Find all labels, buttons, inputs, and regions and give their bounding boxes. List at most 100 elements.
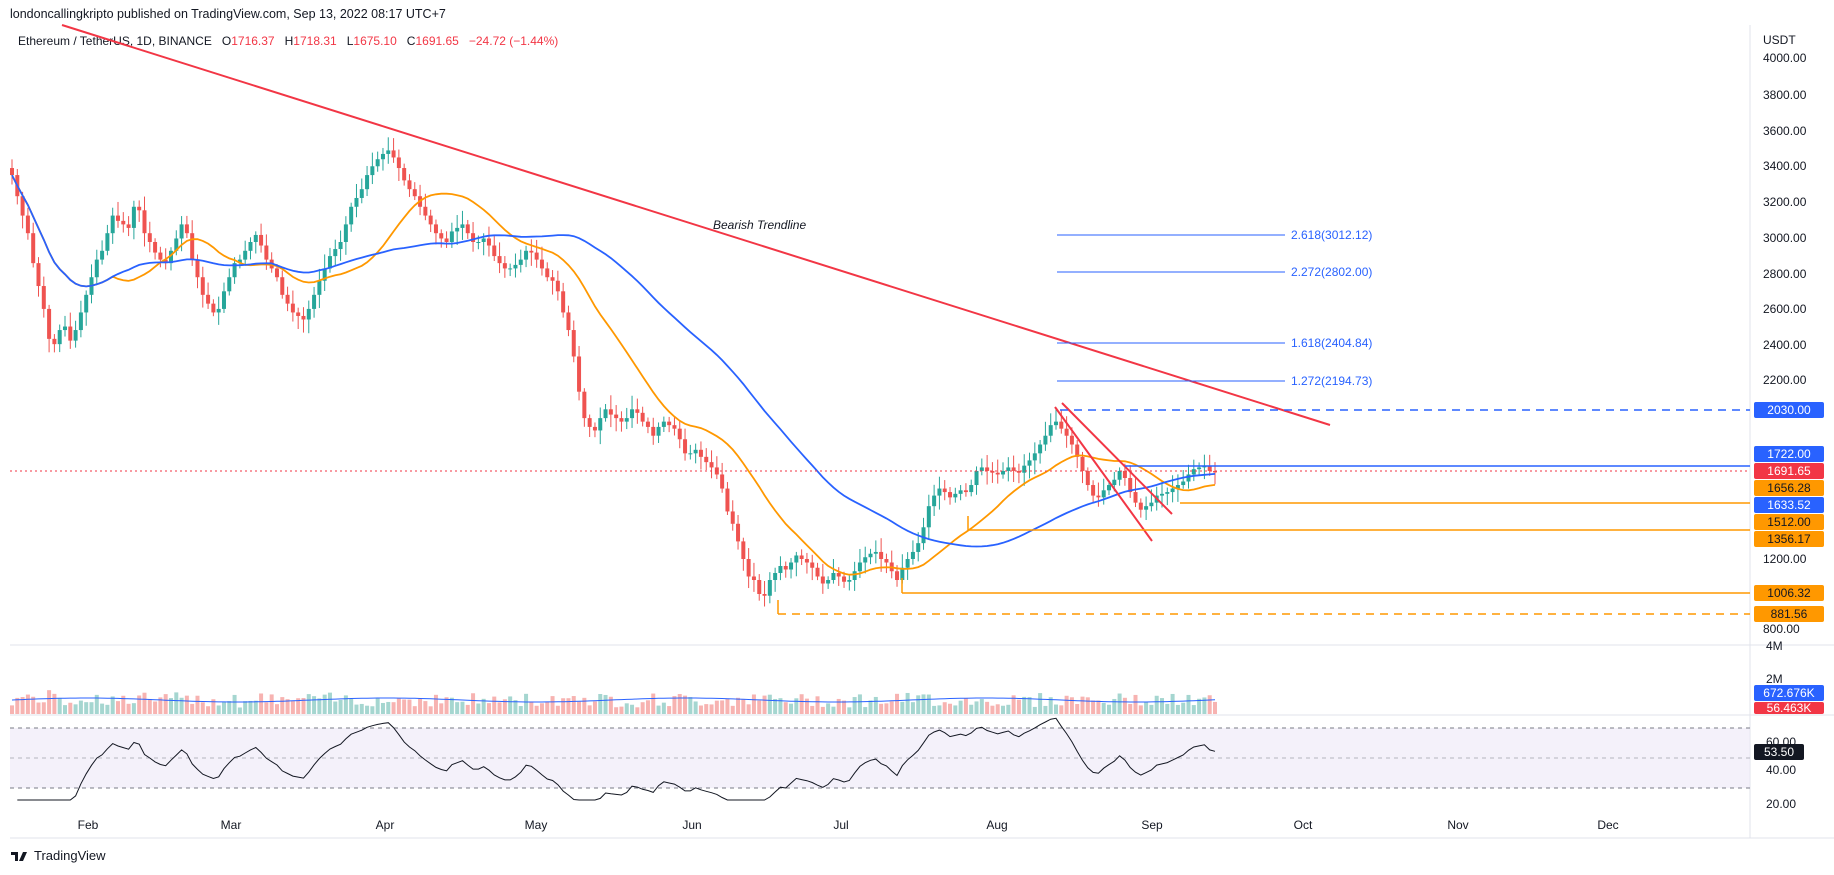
x-tick-nov: Nov <box>1447 818 1468 832</box>
badge-1656-text: 1656.28 <box>1767 481 1811 495</box>
fib-levels: 2.618(3012.12) 2.272(2802.00) 1.618(2404… <box>1057 228 1372 388</box>
candle-body <box>184 224 189 234</box>
volume-bar <box>153 701 158 714</box>
volume-bar <box>142 692 147 714</box>
time-axis[interactable]: Feb Mar Apr May Jun Jul Aug Sep Oct Nov … <box>78 818 1619 832</box>
volume-bar <box>131 703 136 714</box>
volume-bar <box>216 705 221 714</box>
volume-bar <box>259 693 264 714</box>
currency-label: USDT <box>1763 33 1796 47</box>
vol-badge-1-text: 672.676K <box>1763 686 1814 700</box>
volume-bar <box>720 700 725 714</box>
volume-bar <box>158 697 163 714</box>
volume-bar <box>757 700 762 714</box>
volume-bar <box>370 706 375 714</box>
volume-bar <box>455 702 460 714</box>
volume-bar <box>110 696 115 714</box>
volume-bar <box>121 695 126 714</box>
volume-bar <box>730 705 735 714</box>
high-value: 1718.31 <box>293 34 337 48</box>
candle-body <box>306 308 311 320</box>
y-tick-1200: 1200.00 <box>1763 552 1807 566</box>
volume-bar <box>1022 696 1027 714</box>
y-tick-3400: 3400.00 <box>1763 159 1807 173</box>
candle-body <box>794 555 799 563</box>
volume-bar <box>137 695 142 714</box>
volume-bar <box>571 696 576 714</box>
candle-body <box>1064 428 1069 436</box>
candle-body <box>1022 465 1027 473</box>
candle-body <box>121 220 126 225</box>
volume-bar <box>105 704 110 714</box>
volume-bar <box>274 704 279 714</box>
candle-body <box>592 426 597 431</box>
volume-bar <box>1011 695 1016 714</box>
volume-bar <box>349 698 354 714</box>
bearish-trendline[interactable] <box>61 24 1331 426</box>
candle-body <box>10 168 14 176</box>
volume-bar <box>1006 704 1011 714</box>
volume-bar <box>667 706 672 714</box>
badge-1722-text: 1722.00 <box>1767 447 1811 461</box>
volume-bar <box>423 701 428 714</box>
volume-bar <box>290 700 295 714</box>
volume-bar <box>879 703 884 714</box>
candle-body <box>253 234 258 242</box>
candle-body <box>216 308 221 313</box>
volume-bar <box>94 694 99 714</box>
volume-bar <box>773 698 778 714</box>
volume-bar <box>243 701 248 714</box>
volume-bar <box>651 693 656 714</box>
candle-body <box>948 492 953 498</box>
candle-body <box>1112 479 1117 486</box>
candle-body <box>1170 488 1175 493</box>
candle-body <box>868 553 873 558</box>
volume-bar <box>1186 694 1191 714</box>
candle-body <box>486 238 491 246</box>
volume-bar <box>168 698 173 714</box>
candle-body <box>555 280 560 292</box>
candle-body <box>1091 485 1096 496</box>
close-value: 1691.65 <box>415 34 459 48</box>
candle-body <box>137 206 142 211</box>
tradingview-brand: TradingView <box>34 848 106 863</box>
candle-body <box>471 233 476 242</box>
candle-body <box>465 224 470 234</box>
volume-bar <box>539 703 544 714</box>
y-tick-3800: 3800.00 <box>1763 88 1807 102</box>
volume-bar <box>545 701 550 714</box>
tradingview-footer[interactable]: TradingView <box>10 848 106 863</box>
volume-bar <box>518 706 523 714</box>
candle-body <box>524 250 529 260</box>
candle-body <box>402 168 407 181</box>
volume-bar <box>555 705 560 714</box>
y-tick-3200: 3200.00 <box>1763 195 1807 209</box>
trendline-label: Bearish Trendline <box>713 218 806 232</box>
volume-bar <box>343 695 348 714</box>
badge-1512 <box>1754 514 1824 530</box>
candle-body <box>36 263 41 287</box>
volume-bar <box>1112 698 1117 714</box>
volume-bar <box>783 702 788 714</box>
candle-body <box>566 312 571 331</box>
volume-bar <box>327 692 332 714</box>
candle-body <box>41 286 46 309</box>
volume-bar <box>1149 704 1154 714</box>
volume-bar <box>1128 703 1133 714</box>
candle-body <box>603 409 608 419</box>
volume-bar <box>1175 704 1180 714</box>
candle-body <box>301 315 306 320</box>
volume-bar <box>1170 693 1175 714</box>
volume-bar <box>147 698 152 714</box>
volume-bar <box>476 703 481 714</box>
volume-bar <box>47 690 52 714</box>
price-axis[interactable]: 4000.00 3800.00 3600.00 3400.00 3200.00 … <box>1763 51 1807 636</box>
volume-bar <box>524 693 529 714</box>
candle-body <box>322 268 327 281</box>
candle-body <box>131 206 136 228</box>
candle-body <box>614 414 619 419</box>
candle-body <box>126 224 131 228</box>
rsi-band <box>10 728 1750 788</box>
volume-bar <box>709 704 714 714</box>
